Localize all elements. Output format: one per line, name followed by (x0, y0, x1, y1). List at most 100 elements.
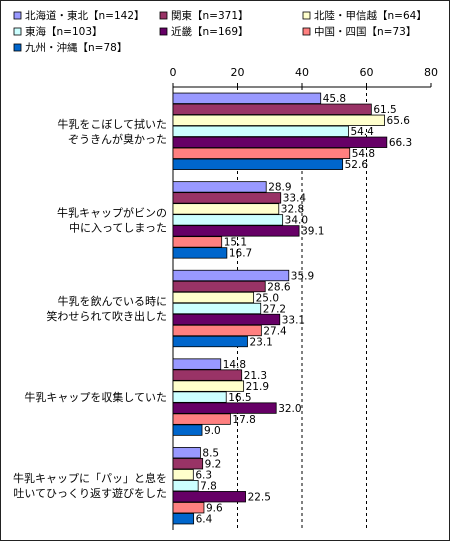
bar (172, 369, 243, 381)
bar (172, 380, 245, 392)
bar (172, 513, 195, 525)
value-label: 7.8 (200, 480, 217, 492)
value-label: 23.1 (249, 336, 272, 348)
bar (172, 236, 223, 248)
value-label: 16.5 (228, 392, 251, 404)
bar (172, 424, 203, 436)
category-label: 笑わせられて吹き出した (46, 309, 167, 323)
bar (172, 313, 281, 326)
bar (172, 280, 266, 293)
value-labels: 45.8 61.565.6 54.4 66.3 54.852.6 28.933.432.8… (195, 93, 412, 525)
bar (172, 158, 344, 170)
value-label: 8.5 (202, 447, 219, 459)
value-label: 28.6 (267, 281, 291, 293)
value-label: 54.8 (352, 148, 375, 160)
legend-swatch (159, 27, 168, 36)
x-tick-label: 0 (170, 66, 177, 79)
legend-swatch (159, 11, 168, 20)
value-label: 34.0 (285, 215, 308, 227)
value-label: 9.2 (205, 458, 222, 470)
bar (172, 402, 277, 414)
legend-label: 近畿【n=169】 (171, 25, 249, 38)
legend-swatch (13, 11, 22, 20)
bar (172, 147, 351, 159)
value-label: 35.9 (291, 270, 314, 282)
bar (172, 324, 262, 337)
value-label: 21.3 (244, 370, 267, 382)
bar (172, 247, 228, 259)
value-label: 32.8 (281, 204, 304, 216)
legend-label: 北陸・甲信越【n=64】 (314, 9, 427, 22)
value-label: 61.5 (373, 104, 396, 116)
x-tick-label: 60 (360, 66, 374, 79)
value-label: 52.6 (345, 159, 369, 171)
bar (172, 302, 262, 315)
value-label: 21.9 (246, 381, 269, 393)
bar (172, 358, 222, 370)
bar (172, 335, 248, 348)
bar (172, 480, 199, 492)
category-label: 牛乳キャップを収集していた (24, 390, 167, 404)
bar (172, 203, 280, 215)
category-label: ぞうきんが臭かった (68, 132, 167, 146)
value-label: 25.0 (256, 292, 279, 304)
bar (172, 491, 246, 503)
value-label: 32.0 (278, 403, 301, 415)
legend-label: 関東【n=371】 (171, 9, 249, 22)
value-label: 66.3 (389, 137, 412, 149)
value-label: 65.6 (387, 115, 411, 127)
category-labels: 牛乳をこぼして拭いたぞうきんが臭かった牛乳キャップがビンの中に入ってしまった牛乳… (13, 117, 167, 500)
value-label: 39.1 (301, 226, 324, 238)
value-label: 15.1 (224, 237, 247, 249)
category-label: 牛乳をこぼして拭いた (57, 117, 167, 131)
value-label: 9.0 (204, 425, 221, 437)
x-tick-label: 20 (231, 66, 245, 79)
x-tick-label: 80 (424, 66, 438, 79)
category-label: 牛乳を飲んでいる時に (58, 294, 167, 308)
category-label: 吐いてひっくり返す遊びをした (13, 486, 167, 500)
bar (172, 391, 227, 403)
value-label: 45.8 (323, 93, 346, 105)
x-tick-label: 40 (295, 66, 309, 79)
bar (172, 413, 231, 425)
category-label: 中に入ってしまった (69, 221, 167, 234)
bar (172, 225, 300, 237)
bar (172, 92, 322, 104)
legend-swatch (302, 27, 311, 36)
value-label: 22.5 (248, 491, 271, 503)
value-label: 27.4 (263, 325, 287, 337)
value-label: 9.6 (206, 502, 223, 514)
bar (172, 458, 204, 470)
legend-label: 九州・沖縄【n=78】 (25, 41, 127, 54)
bar (172, 447, 201, 459)
bar (172, 192, 282, 204)
bars (172, 92, 388, 525)
legend-label: 中国・四国【n=73】 (314, 25, 416, 38)
category-label: 牛乳キャップに「パッ」と息を (13, 471, 167, 485)
value-label: 6.4 (196, 513, 213, 525)
bar (172, 469, 194, 481)
bar (172, 136, 388, 148)
value-label: 28.9 (268, 182, 291, 194)
legend-swatch (302, 11, 311, 20)
value-label: 16.7 (229, 248, 252, 260)
value-label: 27.2 (263, 303, 286, 315)
legend-swatch (13, 27, 22, 36)
bar (172, 269, 290, 282)
legend-label: 東海【n=103】 (25, 25, 103, 38)
bar (172, 125, 349, 137)
bar (172, 291, 255, 304)
bar (172, 181, 267, 193)
value-label: 54.4 (350, 126, 374, 138)
bar (172, 114, 385, 126)
legend-label: 北海道・東北【n=142】 (25, 9, 145, 22)
value-label: 6.3 (195, 469, 212, 481)
bar (172, 214, 284, 226)
bar (172, 502, 205, 514)
value-label: 14.8 (223, 359, 246, 371)
value-label: 17.8 (232, 414, 255, 426)
bar (172, 103, 372, 115)
legend-swatch (13, 43, 22, 52)
category-label: 牛乳キャップがビンの (57, 205, 167, 219)
